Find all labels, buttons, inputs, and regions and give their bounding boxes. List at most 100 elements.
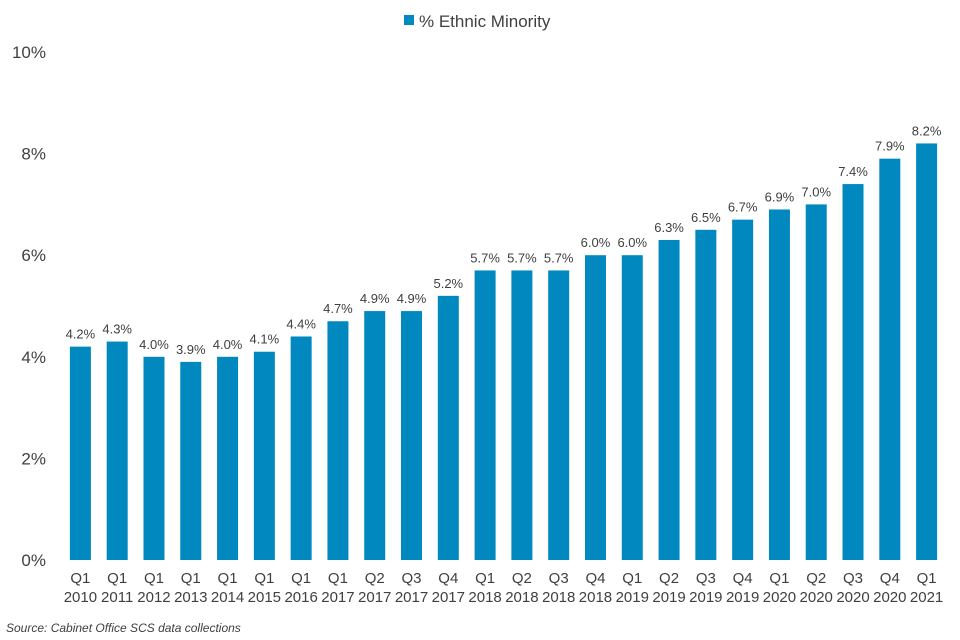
x-tick-quarter-label: Q3 <box>402 570 422 587</box>
bar-value-label: 6.7% <box>728 200 758 215</box>
x-tick-quarter-label: Q2 <box>659 570 679 587</box>
bar <box>437 295 459 560</box>
x-tick-year-label: 2013 <box>174 589 207 606</box>
bar <box>842 184 864 560</box>
bar-value-label: 8.2% <box>912 123 942 138</box>
x-tick-year-label: 2018 <box>542 589 575 606</box>
y-tick-label: 8% <box>21 145 46 164</box>
x-tick-year-label: 2019 <box>726 589 759 606</box>
x-tick-quarter-label: Q1 <box>328 570 348 587</box>
bar-value-label: 4.9% <box>397 291 427 306</box>
x-tick-year-label: 2017 <box>395 589 428 606</box>
bar-value-label: 6.0% <box>617 235 647 250</box>
x-tick-quarter-label: Q2 <box>365 570 385 587</box>
x-tick-year-label: 2012 <box>137 589 170 606</box>
bar <box>695 229 717 561</box>
x-tick-quarter-label: Q1 <box>622 570 642 587</box>
x-tick-year-label: 2018 <box>579 589 612 606</box>
x-tick-quarter-label: Q1 <box>254 570 274 587</box>
bar <box>805 204 827 560</box>
bar <box>658 239 680 560</box>
bar-value-label: 5.2% <box>433 276 463 291</box>
bar <box>180 361 202 560</box>
bar-value-label: 4.1% <box>250 332 280 347</box>
bar <box>290 336 312 560</box>
bar-value-label: 5.7% <box>470 250 500 265</box>
source-note: Source: Cabinet Office SCS data collecti… <box>6 621 241 635</box>
bar <box>143 356 165 560</box>
x-tick-year-label: 2019 <box>689 589 722 606</box>
bar-value-label: 7.9% <box>875 139 905 154</box>
x-tick-quarter-label: Q4 <box>880 570 900 587</box>
bar-value-label: 7.4% <box>838 164 868 179</box>
x-tick-year-label: 2021 <box>910 589 943 606</box>
x-tick-quarter-label: Q2 <box>806 570 826 587</box>
data-labels: 4.2% 4.3% 4.0% 3.9% 4.0% 4.1% 4.4% 4.7% 4.9% 4.9%… <box>66 123 942 356</box>
legend: % Ethnic Minority <box>404 12 551 31</box>
x-tick-quarter-label: Q4 <box>585 570 605 587</box>
bar <box>548 270 570 560</box>
bar-value-label: 6.0% <box>581 235 611 250</box>
x-tick-year-label: 2017 <box>321 589 354 606</box>
y-tick-label: 10% <box>12 43 46 62</box>
bar <box>327 321 349 560</box>
bar <box>621 255 643 560</box>
x-tick-year-label: 2018 <box>505 589 538 606</box>
y-tick-label: 0% <box>21 551 46 570</box>
x-tick-quarter-label: Q1 <box>218 570 238 587</box>
y-tick-label: 2% <box>21 449 46 468</box>
x-tick-quarter-label: Q3 <box>843 570 863 587</box>
y-axis: 0% 2% 4% 6% 8% 10% <box>12 43 46 570</box>
x-tick-year-label: 2017 <box>358 589 391 606</box>
x-tick-year-label: 2020 <box>800 589 833 606</box>
bar <box>474 270 496 560</box>
legend-swatch <box>404 15 414 25</box>
bar <box>584 255 606 560</box>
bar-value-label: 7.0% <box>801 184 831 199</box>
x-tick-year-label: 2015 <box>248 589 281 606</box>
x-tick-year-label: 2016 <box>284 589 317 606</box>
bar-value-label: 4.0% <box>139 337 169 352</box>
x-tick-quarter-label: Q3 <box>696 570 716 587</box>
x-tick-quarter-label: Q1 <box>144 570 164 587</box>
bar-value-label: 5.7% <box>544 250 574 265</box>
bar-value-label: 3.9% <box>176 342 206 357</box>
x-tick-year-label: 2020 <box>873 589 906 606</box>
bar <box>401 311 423 560</box>
x-tick-year-label: 2018 <box>468 589 501 606</box>
bar <box>732 219 754 560</box>
bar-value-label: 4.2% <box>66 327 96 342</box>
x-tick-quarter-label: Q1 <box>769 570 789 587</box>
bar <box>916 143 938 560</box>
bar <box>253 351 275 560</box>
x-tick-year-label: 2014 <box>211 589 244 606</box>
bar <box>364 311 386 560</box>
x-tick-quarter-label: Q1 <box>70 570 90 587</box>
x-tick-year-label: 2020 <box>836 589 869 606</box>
bar <box>106 341 128 560</box>
x-tick-year-label: 2017 <box>432 589 465 606</box>
bar <box>768 209 790 561</box>
x-tick-quarter-label: Q4 <box>438 570 458 587</box>
bar-value-label: 4.9% <box>360 291 390 306</box>
bar <box>217 356 239 560</box>
bar <box>69 346 91 560</box>
x-tick-year-label: 2019 <box>652 589 685 606</box>
bar-value-label: 4.3% <box>102 322 132 337</box>
x-tick-quarter-label: Q1 <box>917 570 937 587</box>
x-tick-quarter-label: Q2 <box>512 570 532 587</box>
x-tick-quarter-label: Q1 <box>181 570 201 587</box>
bar-value-label: 6.3% <box>654 220 684 235</box>
bar <box>511 270 533 560</box>
x-tick-quarter-label: Q1 <box>291 570 311 587</box>
bar-value-label: 6.5% <box>691 210 721 225</box>
x-tick-year-label: 2010 <box>64 589 97 606</box>
x-tick-quarter-label: Q1 <box>475 570 495 587</box>
x-tick-year-label: 2020 <box>763 589 796 606</box>
bar-value-label: 4.4% <box>286 316 316 331</box>
x-axis: Q1 2010 Q1 2011 Q1 2012 Q1 2013 Q1 2014 Q1 2015 Q1 20… <box>64 570 944 606</box>
legend-label: % Ethnic Minority <box>419 12 551 31</box>
x-tick-quarter-label: Q4 <box>733 570 753 587</box>
y-tick-label: 6% <box>21 246 46 265</box>
